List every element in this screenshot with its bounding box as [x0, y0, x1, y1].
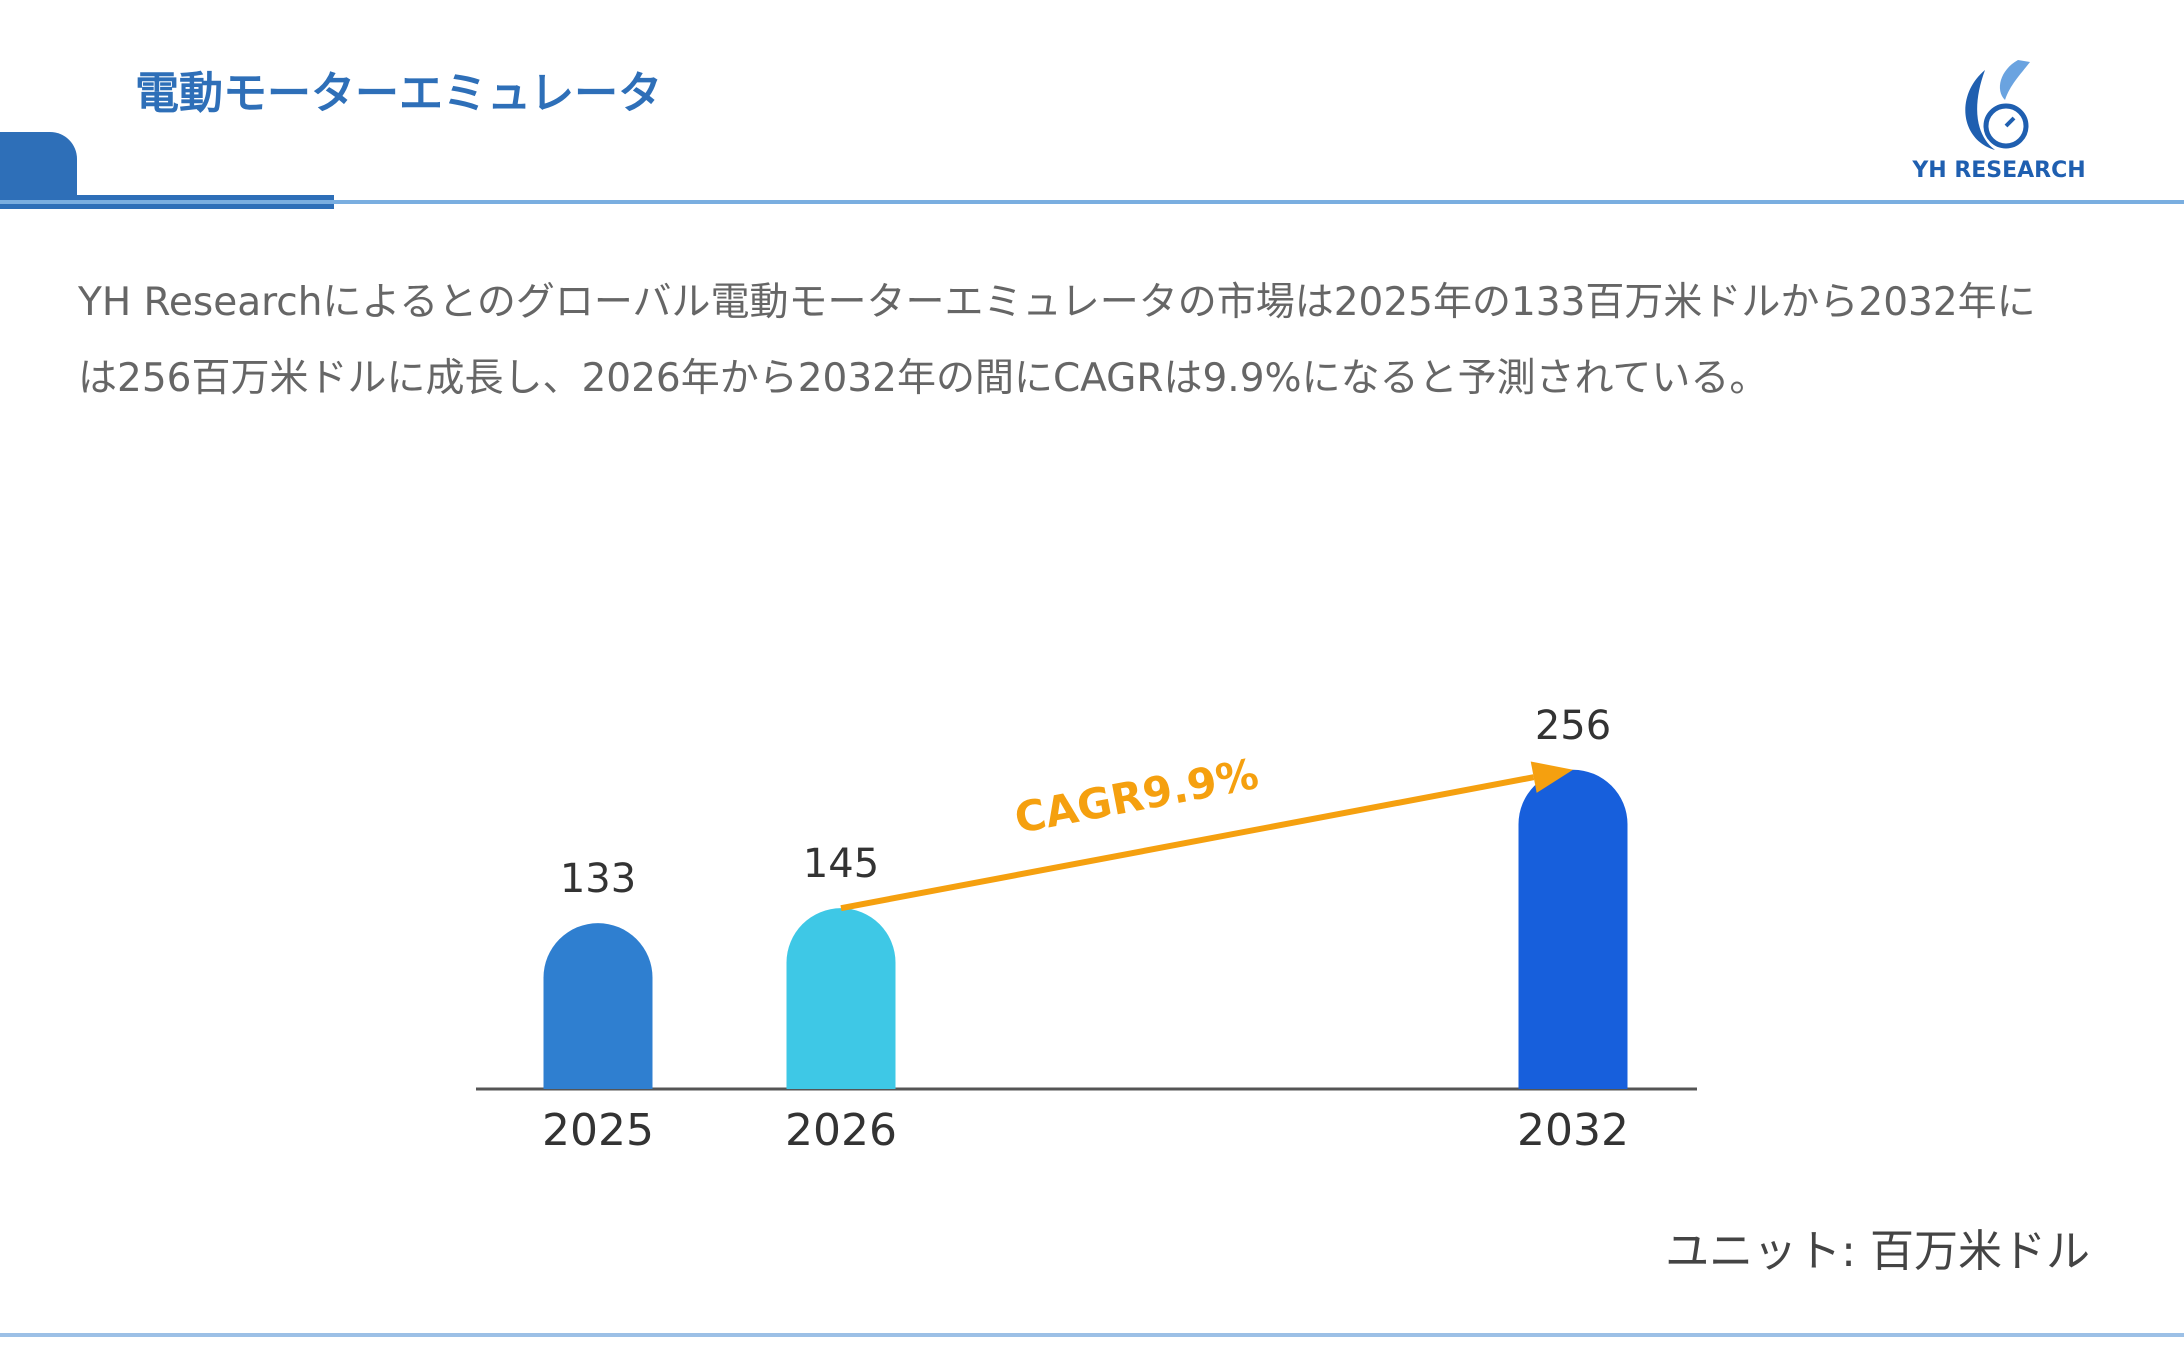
cagr-arrowhead: [1530, 761, 1573, 793]
logo-text: YH RESEARCH: [1911, 158, 2085, 183]
bar: [1518, 769, 1628, 1089]
bar: [786, 908, 896, 1089]
x-tick-label: 2026: [785, 1105, 897, 1156]
page-title: 電動モーターエミュレータ: [135, 68, 662, 119]
bar: [543, 923, 653, 1089]
value-label: 256: [1535, 703, 1611, 749]
value-label: 145: [803, 841, 879, 887]
header-tab: [0, 132, 77, 206]
description: YH Researchによるとのグローバル電動モーターエミュレータの市場は202…: [78, 280, 2036, 401]
cagr-arrow: [840, 774, 1535, 912]
x-tick-label: 2025: [542, 1105, 654, 1156]
cagr-label: CAGR9.9%: [1011, 749, 1262, 843]
x-tick-label: 2032: [1517, 1105, 1629, 1156]
value-label: 133: [560, 856, 636, 902]
logo-icon: [1965, 60, 2030, 150]
unit-label: ユニット: 百万米ドル: [1665, 1226, 2090, 1277]
